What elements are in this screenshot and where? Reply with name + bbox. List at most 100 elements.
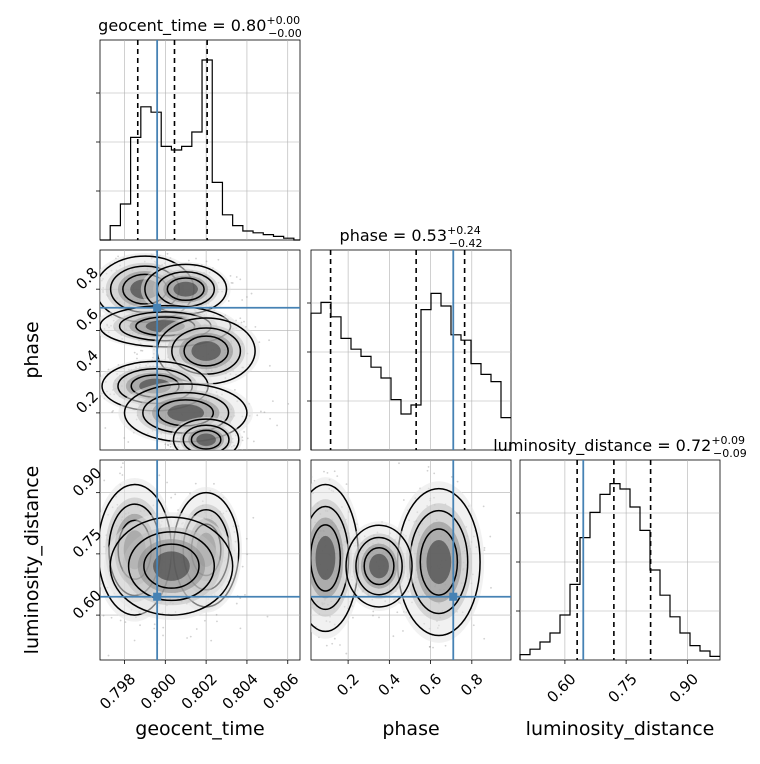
scatter-point — [184, 452, 186, 454]
scatter-point — [210, 639, 213, 642]
scatter-point — [402, 499, 405, 501]
scatter-point — [339, 644, 341, 646]
scatter-point — [287, 403, 290, 405]
scatter-point — [170, 496, 173, 499]
scatter-point — [291, 582, 293, 584]
contour-line — [345, 524, 413, 608]
contour-line — [355, 536, 403, 596]
scatter-point — [263, 411, 266, 414]
scatter-point — [104, 427, 107, 429]
scatter-point — [241, 439, 244, 442]
scatter-point — [107, 654, 110, 657]
scatter-point — [308, 521, 310, 523]
scatter-point — [306, 533, 308, 535]
x-tick-label-luminosity_distance: 0.75 — [605, 670, 641, 706]
contour-line — [172, 418, 240, 450]
scatter-point — [426, 469, 429, 472]
scatter-point — [195, 628, 198, 630]
scatter-point — [396, 611, 399, 614]
scatter-point — [309, 523, 311, 525]
density-shade — [196, 433, 216, 446]
scatter-point — [306, 522, 308, 524]
scatter-point — [243, 320, 245, 323]
scatter-point — [230, 281, 233, 284]
scatter-point — [306, 489, 308, 491]
scatter-point — [258, 341, 261, 344]
scatter-point — [158, 474, 161, 477]
scatter-point — [256, 414, 259, 417]
panel-phase-hist — [307, 249, 512, 451]
title-minus: −0.09 — [713, 447, 747, 460]
scatter-point — [164, 443, 167, 446]
scatter-point — [206, 457, 208, 459]
x-tick-label-geocent_time: 0.806 — [259, 670, 302, 713]
scatter-point — [243, 430, 245, 433]
scatter-point — [308, 571, 310, 573]
diag-title-geocent_time: geocent_time = 0.80+0.00 −0.00 — [98, 14, 302, 40]
scatter-point — [100, 370, 102, 373]
scatter-point — [169, 445, 172, 448]
scatter-point — [94, 327, 96, 329]
scatter-point — [266, 615, 269, 618]
contour-line — [143, 543, 200, 589]
panel-geocent_time-hist — [96, 39, 301, 241]
scatter-point — [483, 637, 486, 640]
scatter-point — [124, 621, 127, 624]
scatter-point — [306, 669, 308, 671]
scatter-point — [305, 495, 307, 497]
panel-frame — [99, 39, 301, 241]
scatter-point — [195, 257, 197, 260]
scatter-point — [112, 409, 114, 412]
scatter-point — [286, 494, 288, 496]
scatter-point — [482, 505, 485, 508]
scatter-point — [227, 450, 229, 452]
scatter-point — [73, 337, 75, 339]
scatter-point — [427, 466, 430, 468]
scatter-point — [239, 278, 242, 281]
scatter-point — [136, 353, 138, 356]
scatter-point — [119, 472, 121, 475]
panel-frame — [519, 459, 721, 661]
scatter-point — [178, 455, 180, 457]
scatter-point — [249, 453, 251, 455]
scatter-point — [166, 252, 169, 255]
scatter-point — [102, 614, 105, 617]
scatter-point — [196, 451, 198, 453]
scatter-point — [88, 383, 90, 385]
title-plus: +0.09 — [711, 434, 745, 447]
title-minus: −0.42 — [449, 237, 483, 250]
scatter-point — [145, 242, 147, 244]
scatter-point — [97, 494, 99, 496]
x-tick-label-phase: 0.4 — [375, 670, 405, 700]
y-axis-label-phase: phase — [21, 321, 43, 378]
scatter-point — [153, 623, 156, 626]
scatter-point — [229, 274, 232, 277]
title-minus: −0.00 — [268, 27, 302, 40]
scatter-point — [162, 634, 164, 637]
diag-title-phase: phase = 0.53+0.24 −0.42 — [340, 224, 483, 250]
density-shade — [191, 341, 221, 361]
scatter-point — [378, 616, 380, 619]
scatter-point — [246, 296, 248, 298]
density-shade — [153, 551, 190, 581]
scatter-point — [229, 450, 231, 452]
scatter-point — [231, 282, 234, 284]
truth-marker — [449, 592, 458, 601]
title-plus: +0.00 — [266, 14, 300, 27]
scatter-point — [110, 246, 112, 248]
scatter-point — [182, 456, 184, 458]
x-tick-label-geocent_time: 0.798 — [96, 670, 139, 713]
scatter-point — [97, 417, 99, 419]
scatter-point — [162, 626, 165, 629]
title-median: geocent_time = 0.80 — [98, 16, 266, 36]
scatter-point — [246, 437, 249, 440]
scatter-point — [233, 453, 235, 455]
title-plus: +0.24 — [447, 224, 481, 237]
scatter-point — [131, 250, 133, 251]
scatter-point — [120, 466, 123, 469]
scatter-point — [444, 644, 447, 647]
scatter-point — [392, 635, 395, 638]
scatter-point — [450, 475, 453, 478]
scatter-point — [213, 482, 215, 485]
scatter-point — [326, 472, 329, 474]
